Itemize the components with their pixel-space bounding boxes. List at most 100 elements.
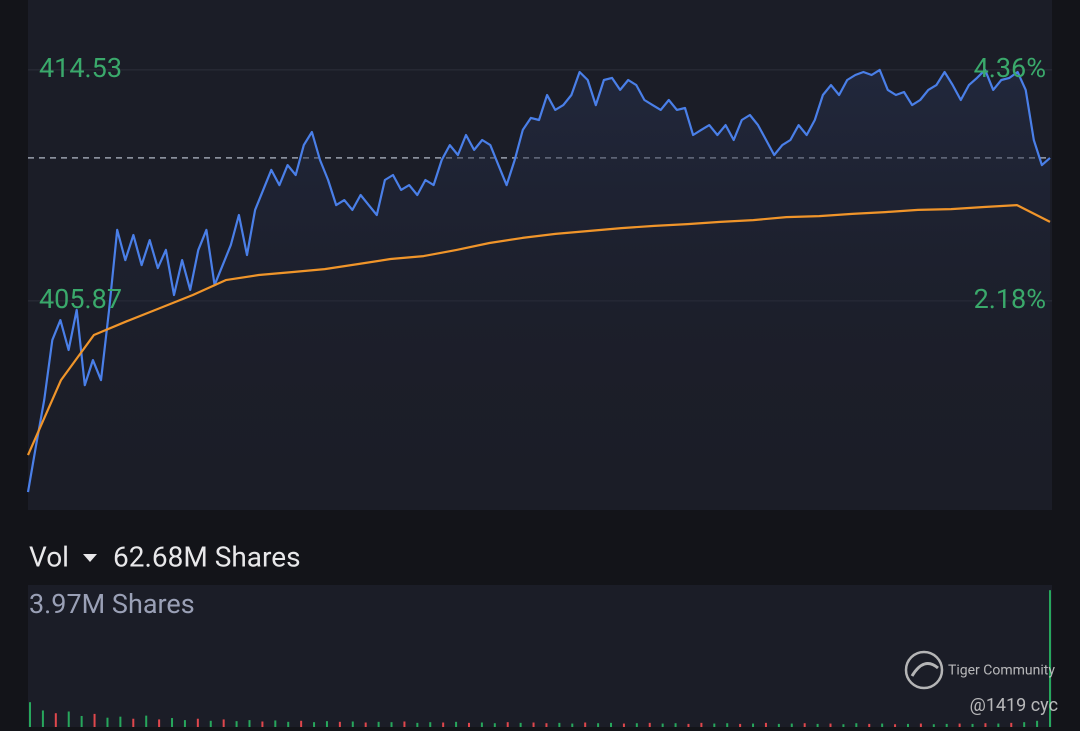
volume-label[interactable]: Vol bbox=[29, 540, 69, 573]
volume-bar bbox=[906, 723, 909, 727]
volume-bar bbox=[1023, 722, 1026, 727]
volume-bar bbox=[752, 723, 755, 727]
volume-bar bbox=[958, 723, 961, 727]
volume-bar bbox=[455, 721, 458, 727]
volume-bar bbox=[790, 723, 793, 727]
series-line bbox=[26, 204, 1051, 456]
y-tick-label: 405.87 bbox=[39, 283, 122, 315]
volume-bar bbox=[313, 722, 316, 727]
volume-bar bbox=[919, 723, 922, 727]
y2-tick-label: 2.18% bbox=[974, 283, 1046, 315]
volume-bar bbox=[932, 724, 935, 727]
volume-layer: 3.97M Shares bbox=[29, 588, 1051, 727]
watermark: Tiger Community @1419 cyc bbox=[904, 650, 1058, 716]
volume-bar bbox=[868, 723, 871, 727]
volume-bar bbox=[41, 710, 44, 727]
volume-bar bbox=[881, 723, 884, 727]
volume-bar bbox=[209, 720, 212, 727]
volume-bar bbox=[338, 721, 341, 727]
volume-bar bbox=[248, 720, 251, 727]
volume-bar bbox=[700, 722, 703, 727]
watermark-icon-stripe bbox=[910, 662, 939, 677]
volume-bar bbox=[171, 718, 174, 727]
volume-bar bbox=[416, 722, 419, 727]
series-line bbox=[26, 68, 1051, 493]
volume-bar bbox=[467, 722, 470, 727]
volume-bar bbox=[183, 720, 186, 727]
volume-bar bbox=[274, 720, 277, 727]
volume-bar bbox=[945, 723, 948, 727]
y-tick-label: 3.97M Shares bbox=[29, 588, 195, 620]
volume-bar bbox=[106, 717, 109, 727]
volume-bar bbox=[325, 721, 328, 727]
volume-bar bbox=[584, 722, 587, 727]
volume-bar bbox=[364, 722, 367, 727]
volume-bar bbox=[222, 719, 225, 727]
volume-bar bbox=[635, 723, 638, 727]
volume-bar bbox=[145, 715, 148, 727]
volume-bar bbox=[93, 713, 96, 727]
volume-bar bbox=[558, 722, 561, 727]
volume-bar bbox=[984, 723, 987, 727]
watermark-user: @1419 cyc bbox=[970, 695, 1058, 716]
y2-tick-label: 4.36% bbox=[974, 52, 1046, 84]
volume-bar bbox=[287, 721, 290, 727]
volume-bar bbox=[351, 721, 354, 727]
volume-bar bbox=[971, 723, 974, 727]
volume-bar bbox=[300, 720, 303, 727]
volume-bar bbox=[1036, 720, 1039, 727]
dropdown-arrow[interactable] bbox=[83, 554, 97, 562]
volume-panel bbox=[28, 585, 1052, 727]
volume-bar bbox=[132, 718, 135, 727]
volume-bar bbox=[687, 723, 690, 727]
volume-bar bbox=[261, 721, 264, 727]
volume-bar bbox=[777, 723, 780, 727]
volume-bar bbox=[764, 722, 767, 727]
watermark-icon bbox=[904, 650, 944, 690]
volume-bar bbox=[739, 723, 742, 727]
volume-bar bbox=[67, 711, 70, 727]
price-area bbox=[28, 69, 1050, 511]
volume-bar bbox=[1049, 590, 1051, 727]
volume-bar bbox=[816, 723, 819, 727]
volume-bar bbox=[894, 724, 897, 727]
volume-bar bbox=[610, 722, 613, 727]
volume-bar bbox=[506, 722, 509, 727]
volume-bar bbox=[493, 723, 496, 727]
volume-bar bbox=[648, 722, 651, 727]
volume-bar bbox=[29, 702, 31, 727]
volume-bar bbox=[54, 713, 57, 727]
volume-bar bbox=[726, 723, 729, 727]
volume-bar bbox=[803, 723, 806, 727]
volume-bar bbox=[377, 721, 380, 727]
watermark-brand: Tiger Community bbox=[948, 663, 1055, 679]
volume-bar bbox=[390, 722, 393, 727]
volume-bar bbox=[842, 724, 845, 727]
volume-bar bbox=[571, 723, 574, 727]
volume-bar bbox=[622, 723, 625, 727]
volume-bar bbox=[119, 716, 122, 727]
volume-bar bbox=[1010, 722, 1013, 727]
volume-bar bbox=[442, 722, 445, 727]
volume-bar bbox=[597, 723, 600, 727]
volume-bar bbox=[519, 722, 522, 727]
volume-bar bbox=[997, 723, 1000, 727]
volume-bar bbox=[235, 721, 238, 727]
volume-bar bbox=[403, 721, 406, 727]
volume-bar bbox=[829, 723, 832, 727]
y-tick-label: 414.53 bbox=[39, 52, 122, 84]
volume-bar bbox=[545, 723, 548, 727]
volume-bar bbox=[80, 715, 83, 727]
volume-bar bbox=[661, 723, 664, 727]
volume-bar bbox=[158, 719, 161, 727]
volume-total: 62.68M Shares bbox=[113, 540, 301, 573]
volume-bar bbox=[674, 723, 677, 727]
price-layer: 414.53 405.87 4.36% 2.18% bbox=[26, 52, 1052, 511]
volume-bar bbox=[196, 718, 199, 727]
volume-bar bbox=[480, 722, 483, 727]
volume-bar bbox=[429, 722, 432, 727]
volume-bar bbox=[713, 723, 716, 727]
volume-bar bbox=[855, 723, 858, 727]
volume-bar bbox=[532, 722, 535, 727]
